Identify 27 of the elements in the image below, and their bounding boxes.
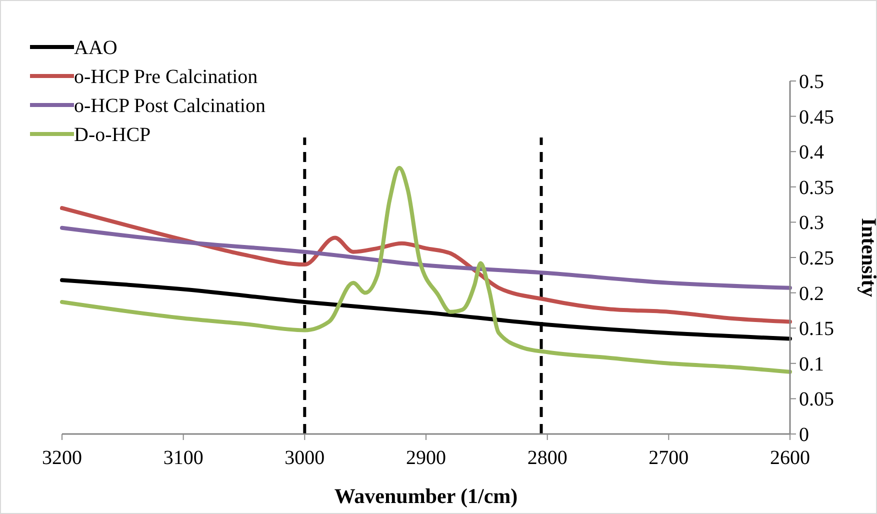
y-tick-label: 0	[799, 424, 809, 446]
x-tick-label: 3100	[163, 447, 204, 469]
x-tick-label: 3200	[42, 447, 82, 469]
x-tick-label: 3000	[284, 447, 325, 469]
legend-label: o-HCP Post Calcination	[74, 95, 266, 117]
y-tick-label: 0.4	[799, 142, 824, 164]
x-tick-label: 2600	[770, 447, 810, 469]
y-tick-label: 0.2	[799, 282, 824, 305]
x-axis-title: Wavenumber (1/cm)	[334, 484, 518, 508]
y-tick-label: 0.35	[799, 176, 834, 199]
y-tick-label: 0.15	[799, 318, 834, 340]
line-series	[60, 226, 792, 290]
y-tick-label: 0.3	[799, 212, 824, 234]
y-tick-label: 0.1	[799, 353, 824, 376]
y-tick-label: 0.5	[799, 71, 824, 93]
x-tick-label: 2900	[406, 447, 446, 469]
legend-label: AAO	[74, 37, 118, 59]
y-tick-label: 0.45	[799, 106, 834, 128]
y-axis-title: Intensity	[857, 218, 877, 298]
legend-label: o-HCP Pre Calcination	[74, 66, 258, 88]
y-tick-label: 0.05	[799, 388, 834, 411]
line-series	[60, 206, 792, 324]
y-tick-label: 0.25	[799, 248, 834, 270]
line-series	[60, 166, 792, 374]
x-tick-label: 2800	[527, 447, 568, 469]
legend-label: D-o-HCP	[74, 124, 151, 146]
x-tick-label: 2700	[648, 447, 689, 469]
